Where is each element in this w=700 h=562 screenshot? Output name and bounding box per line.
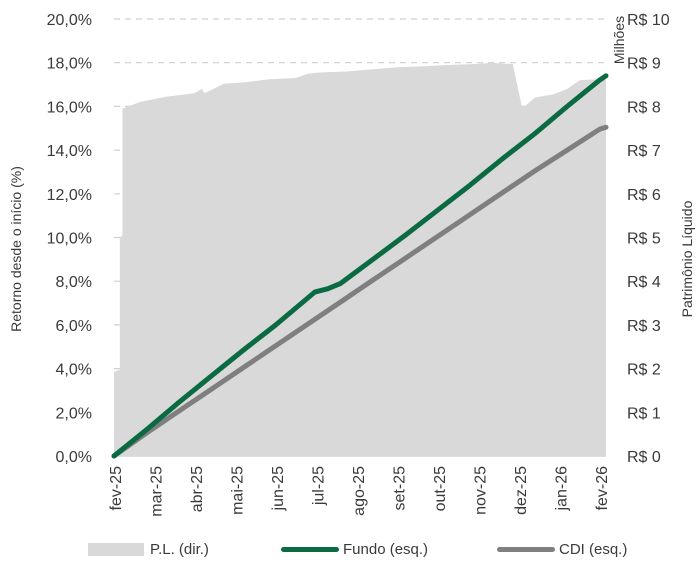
left-axis-title: Retorno desde o início (%)	[8, 166, 24, 332]
right-tick-label: R$ 4	[627, 274, 661, 291]
right-tick-label: R$ 1	[627, 405, 661, 422]
x-tick-label: set-25	[391, 466, 408, 511]
series-lines-layer	[111, 73, 609, 459]
x-tick-label: jun-25	[270, 466, 287, 512]
x-tick-label: nov-25	[472, 466, 489, 515]
left-axis-ticks: 0,0% 2,0% 4,0% 6,0% 8,0% 10,0% 12,0% 14,0% 16,0%…	[47, 12, 92, 466]
right-axis-ticks: R$ 0 R$ 1 R$ 2 R$ 3 R$ 4 R$ 5 R$ 6 R$ 7 R$ 8 R$ 9…	[627, 12, 670, 466]
left-tick-label: 12,0%	[47, 187, 92, 204]
right-tick-label: R$ 10	[627, 12, 670, 29]
x-tick-label: dez-25	[513, 466, 530, 515]
series-line-cdi	[111, 124, 609, 459]
x-tick-label: mai-25	[229, 466, 246, 515]
right-axis-unit-label: Milhões	[611, 16, 627, 64]
x-tick-label: fev-25	[108, 466, 125, 511]
right-axis-title: Patrimônio Líquido	[679, 200, 695, 317]
left-tick-label: 4,0%	[56, 362, 92, 379]
x-tick-label: abr-25	[189, 466, 206, 512]
x-tick-label: jan-26	[553, 466, 570, 512]
legend-item-fundo: Fundo (esq.)	[281, 537, 428, 561]
right-tick-label: R$ 9	[627, 56, 661, 73]
x-tick-label: jul-25	[310, 466, 327, 506]
right-tick-label: R$ 2	[627, 362, 661, 379]
legend: P.L. (dir.) Fundo (esq.) CDI (esq.)	[0, 537, 700, 561]
left-tick-label: 20,0%	[47, 12, 92, 29]
legend-swatch-pl	[88, 542, 144, 556]
chart-canvas: 0,0% 2,0% 4,0% 6,0% 8,0% 10,0% 12,0% 14,0% 16,0%…	[8, 12, 695, 517]
left-tick-label: 16,0%	[47, 99, 92, 116]
left-tick-label: 14,0%	[47, 143, 92, 160]
left-tick-label: 18,0%	[47, 56, 92, 73]
left-tick-label: 2,0%	[56, 405, 92, 422]
x-axis-ticks: fev-25 mar-25 abr-25 mai-25 jun-25 jul-25 ago-…	[108, 466, 611, 517]
x-tick-label: mar-25	[148, 466, 165, 517]
legend-label-cdi: CDI (esq.)	[559, 540, 628, 558]
legend-item-pl: P.L. (dir.)	[88, 537, 209, 561]
legend-label-pl: P.L. (dir.)	[150, 540, 209, 558]
legend-item-cdi: CDI (esq.)	[497, 537, 627, 561]
x-tick-label: ago-25	[351, 466, 368, 516]
right-tick-label: R$ 8	[627, 99, 661, 116]
series-line-fundo	[111, 73, 609, 459]
left-tick-label: 8,0%	[56, 274, 92, 291]
x-tick-label: fev-26	[594, 466, 611, 511]
right-tick-label: R$ 5	[627, 231, 661, 248]
x-tick-label: out-25	[432, 466, 449, 511]
left-tick-label: 10,0%	[47, 231, 92, 248]
right-tick-label: R$ 0	[627, 449, 661, 466]
legend-swatch-cdi	[497, 546, 555, 552]
right-tick-label: R$ 3	[627, 318, 661, 335]
left-tick-label: 0,0%	[56, 449, 92, 466]
right-tick-label: R$ 7	[627, 143, 661, 160]
right-tick-label: R$ 6	[627, 187, 661, 204]
left-tick-label: 6,0%	[56, 318, 92, 335]
legend-label-fundo: Fundo (esq.)	[343, 540, 429, 558]
legend-swatch-fundo	[281, 546, 339, 552]
